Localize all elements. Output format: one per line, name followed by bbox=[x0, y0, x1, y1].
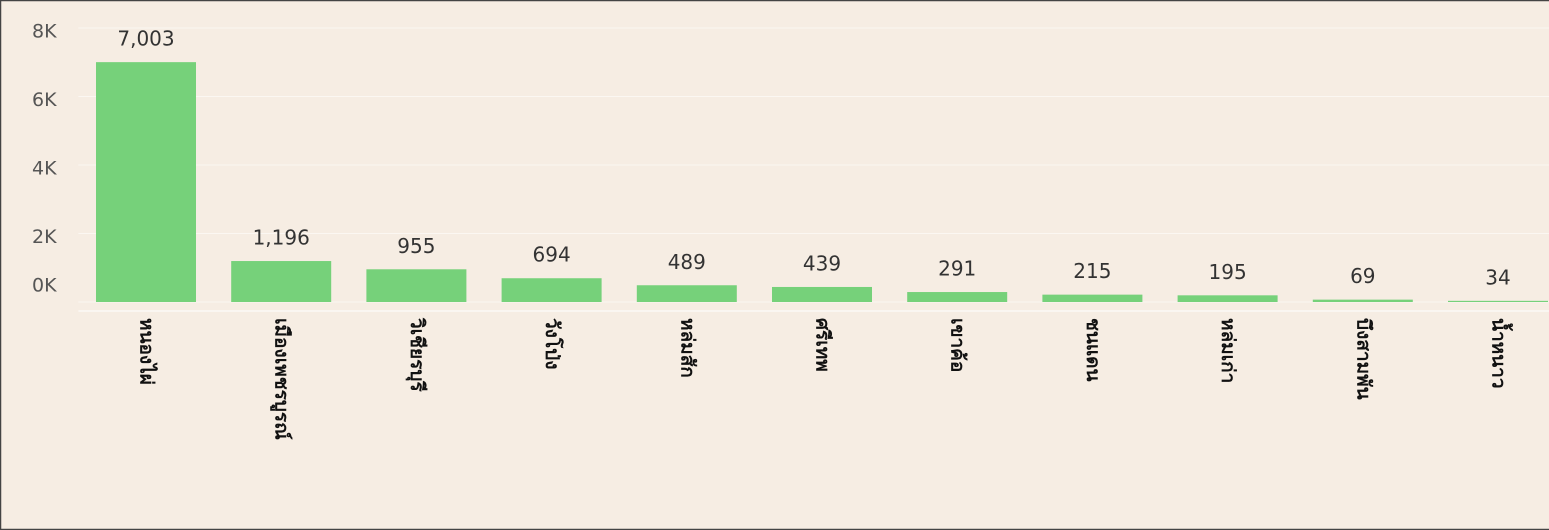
x-tick-label: บึงสามพัน bbox=[1352, 318, 1374, 400]
bar bbox=[1312, 299, 1413, 302]
bar bbox=[366, 269, 467, 302]
value-label: 489 bbox=[668, 250, 706, 274]
bar bbox=[501, 278, 602, 302]
bar bbox=[1177, 295, 1278, 302]
value-label: 69 bbox=[1350, 264, 1375, 288]
x-tick-label: หล่มเก่า bbox=[1217, 318, 1239, 383]
value-label: 195 bbox=[1209, 260, 1247, 284]
bar bbox=[1448, 300, 1548, 302]
y-tick-label: 4K bbox=[32, 158, 57, 180]
bar bbox=[636, 285, 737, 302]
x-tick-label: วังโป่ง bbox=[541, 318, 564, 370]
x-tick-label: เมืองเพชรบูรณ์ bbox=[270, 318, 293, 440]
x-tick-label: เขาค้อ bbox=[947, 318, 969, 372]
value-label: 955 bbox=[397, 234, 435, 258]
bar bbox=[231, 261, 332, 302]
x-tick-label: ชนแดน bbox=[1082, 318, 1104, 381]
bar bbox=[1042, 294, 1143, 302]
x-tick-label: ศรีเทพ bbox=[812, 318, 834, 372]
value-label: 1,196 bbox=[253, 226, 310, 250]
y-tick-label: 0K bbox=[32, 275, 57, 297]
bar bbox=[96, 62, 196, 303]
value-label: 291 bbox=[938, 257, 976, 281]
y-tick-label: 6K bbox=[32, 89, 57, 111]
x-tick-label: วิเชียรบุรี bbox=[405, 318, 428, 393]
x-tick-label: หล่มสัก bbox=[676, 318, 698, 378]
y-tick-label: 8K bbox=[32, 21, 57, 43]
bar bbox=[907, 292, 1008, 302]
bar bbox=[772, 286, 872, 302]
y-tick-label: 2K bbox=[32, 226, 57, 248]
x-tick-label: หนองไผ่ bbox=[136, 318, 159, 385]
value-label: 34 bbox=[1485, 265, 1510, 289]
value-label: 215 bbox=[1073, 259, 1111, 283]
x-tick-label: น้ำหนาว bbox=[1488, 318, 1514, 389]
value-label: 7,003 bbox=[117, 27, 174, 51]
value-label: 694 bbox=[533, 243, 571, 267]
value-label: 439 bbox=[803, 251, 841, 275]
